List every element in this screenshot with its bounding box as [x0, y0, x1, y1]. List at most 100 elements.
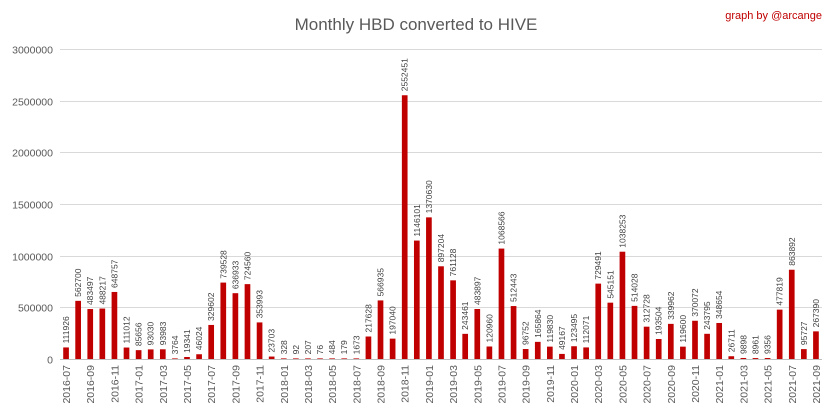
bar-2019-11: [547, 346, 553, 359]
bar-2019-01: [426, 217, 432, 359]
data-label: 267390: [811, 299, 821, 328]
data-label: 724560: [242, 251, 252, 280]
bar-2017-12: [268, 356, 275, 359]
bar-2020-06: [631, 305, 638, 359]
data-label: 1068566: [496, 211, 506, 244]
data-label: 484: [327, 340, 337, 354]
data-label: 217628: [363, 304, 373, 333]
bar-2018-05: [329, 358, 335, 359]
x-tick-label: 2018-11: [400, 365, 412, 403]
data-label: 112071: [581, 315, 591, 343]
x-tick-label: 2018-01: [279, 365, 291, 404]
data-label: 95727: [799, 321, 809, 345]
bar-2018-03: [305, 358, 311, 359]
bar-2019-05: [474, 309, 481, 359]
data-label: 193504: [654, 306, 664, 335]
data-label: 9356: [763, 335, 773, 354]
data-label: 49167: [557, 326, 567, 350]
bar-2019-09: [522, 349, 529, 359]
data-label: 1370630: [424, 180, 434, 213]
data-label: 1673: [351, 335, 361, 354]
data-label: 197040: [388, 306, 398, 335]
bar-2019-02: [438, 266, 444, 359]
x-tick-label: 2017-07: [206, 365, 218, 404]
chart-title: Monthly HBD converted to HIVE: [295, 15, 538, 34]
bar-2021-04: [752, 358, 759, 359]
bar-2020-12: [704, 333, 710, 359]
x-tick-label: 2017-11: [255, 365, 267, 403]
bar-2016-09: [87, 309, 94, 359]
bar-2020-07: [643, 326, 650, 359]
bar-2021-09: [813, 331, 819, 359]
x-axis-ticks: 2016-07 2016-09 2016-11 2017-01 2017-03 2017-…: [61, 365, 823, 404]
bar-2020-08: [655, 339, 662, 359]
bar-2019-12: [559, 353, 565, 359]
data-label: 85656: [134, 322, 144, 346]
bar-2020-04: [607, 302, 614, 359]
x-tick-label: 2019-05: [472, 365, 484, 404]
bar-2017-01: [135, 350, 142, 359]
data-label: 120960: [484, 314, 494, 343]
data-label: 348654: [714, 290, 724, 319]
data-label: 93983: [158, 321, 168, 345]
data-label: 353993: [255, 290, 265, 319]
data-label: 123495: [569, 314, 579, 343]
data-label: 3764: [170, 335, 180, 354]
x-tick-label: 2020-07: [642, 365, 654, 404]
gridlines: [60, 49, 822, 360]
x-tick-label: 2021-07: [787, 365, 799, 404]
data-label: 92: [291, 345, 301, 355]
bar-2020-03: [595, 283, 602, 359]
bar-2018-08: [365, 336, 372, 359]
x-tick-label: 2017-01: [134, 365, 146, 404]
data-label: 562700: [73, 268, 83, 297]
bar-2018-07: [353, 358, 360, 359]
bar-2021-02: [728, 356, 735, 359]
data-label: 243795: [702, 301, 712, 330]
bar-2019-07: [498, 248, 505, 359]
data-label: 1038253: [617, 214, 627, 247]
bar-2018-11: [401, 95, 408, 359]
bar-2020-05: [619, 251, 626, 359]
bar-2019-10: [534, 341, 541, 359]
data-label: 512443: [509, 273, 519, 302]
bar-2021-07: [788, 269, 795, 359]
data-label: 111012: [122, 316, 132, 343]
bar-2021-08: [801, 349, 807, 359]
x-tick-label: 2018-09: [376, 365, 388, 404]
data-label: 566935: [376, 268, 386, 297]
bar-2021-01: [716, 322, 723, 359]
x-tick-label: 2019-07: [496, 365, 508, 404]
y-tick-label: 1500000: [12, 200, 53, 212]
bar-2017-09: [232, 293, 239, 359]
data-label: 636933: [230, 261, 240, 290]
data-label: 897204: [436, 234, 446, 263]
x-tick-label: 2020-11: [690, 365, 702, 403]
bar-2018-10: [389, 338, 396, 359]
bar-2019-03: [450, 280, 456, 359]
bar-2018-02: [293, 358, 299, 359]
y-tick-label: 2500000: [12, 97, 53, 109]
x-tick-label: 2020-05: [617, 365, 629, 404]
bars: [63, 95, 819, 359]
y-tick-label: 3000000: [12, 45, 53, 57]
bar-2018-04: [317, 358, 323, 359]
data-label: 119600: [678, 315, 688, 343]
bar-2017-08: [220, 282, 227, 359]
data-label: 46024: [194, 326, 204, 350]
bar-2018-01: [280, 358, 287, 359]
bar-2017-02: [147, 349, 154, 359]
bar-2017-05: [184, 357, 190, 359]
data-label: 96752: [521, 321, 531, 345]
bar-2018-09: [377, 300, 384, 359]
x-tick-label: 2017-09: [230, 365, 242, 404]
data-label: 863892: [787, 237, 797, 266]
x-tick-label: 2016-09: [85, 365, 97, 404]
data-label: 111926: [61, 316, 71, 343]
data-label: 729491: [593, 251, 603, 280]
data-label: 483497: [85, 276, 95, 305]
bar-2018-12: [413, 240, 420, 359]
data-label: 329602: [206, 292, 216, 321]
